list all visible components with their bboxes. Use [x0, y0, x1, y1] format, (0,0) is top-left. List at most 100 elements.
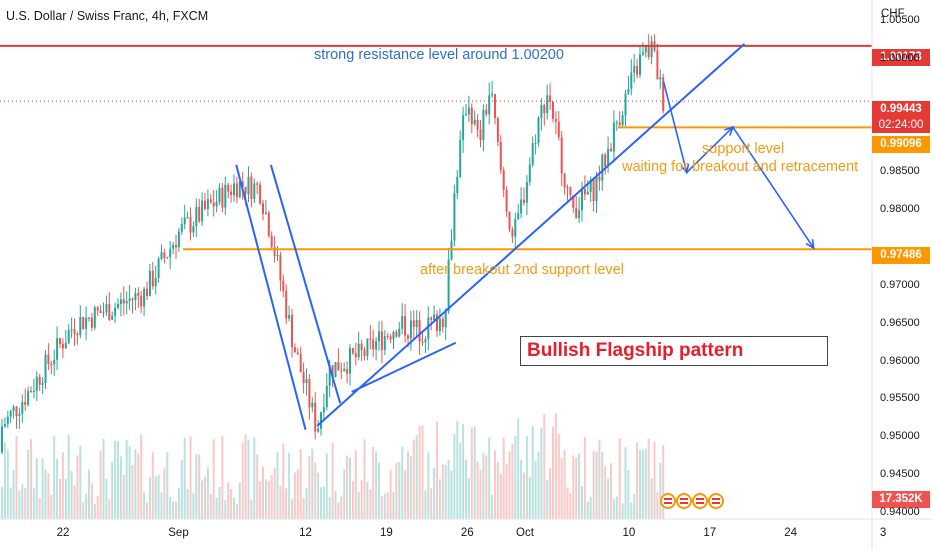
candle-body — [221, 187, 224, 208]
candlesticks — [1, 34, 665, 454]
candle-body — [586, 191, 589, 195]
candle-body — [238, 181, 241, 198]
candle-body — [357, 343, 360, 358]
volume-bar — [59, 478, 61, 519]
candle-body — [215, 201, 218, 207]
volume-bar — [82, 502, 85, 519]
candle-body — [592, 179, 595, 202]
candle-body — [467, 107, 470, 115]
candle-body — [12, 406, 15, 411]
candle-body — [421, 341, 424, 343]
volume-bar — [305, 487, 308, 519]
volume-bar — [467, 478, 470, 519]
volume-bar — [325, 453, 328, 519]
flag-pole-line — [269, 164, 342, 404]
volume-bar — [369, 489, 372, 519]
candle-body — [615, 122, 618, 124]
candle-body — [465, 114, 467, 116]
volume-bar — [24, 487, 27, 519]
candle-body — [244, 186, 247, 195]
resistance-annotation: strong resistance level around 1.00200 — [310, 47, 568, 63]
candle-body — [523, 199, 525, 203]
volume-bar — [125, 439, 128, 519]
candle-body — [412, 320, 415, 328]
volume-bar — [514, 435, 517, 519]
volume-bar — [270, 475, 273, 519]
volume-bar — [598, 439, 601, 519]
candle-body — [569, 187, 572, 196]
candle-body — [520, 199, 523, 214]
us-flag-icon[interactable] — [692, 493, 708, 509]
volume-bar — [50, 494, 53, 519]
volume-bar — [552, 426, 554, 519]
volume-bar — [134, 449, 137, 519]
candle-body — [320, 412, 322, 429]
candle-body — [583, 188, 586, 195]
us-flag-icon[interactable] — [708, 493, 724, 509]
candle-body — [378, 331, 380, 342]
candle-body — [334, 362, 337, 378]
candle-body — [224, 184, 227, 208]
candle-body — [560, 137, 563, 174]
candle-body — [659, 77, 662, 80]
volume-bar — [644, 448, 647, 519]
volume-bar — [9, 487, 12, 519]
volume-bar — [392, 491, 395, 519]
candle-body — [137, 293, 140, 296]
volume-bar — [662, 444, 665, 519]
volume-bar — [299, 448, 302, 519]
candle-body — [575, 207, 578, 219]
y-tick-label: 0.94500 — [880, 468, 920, 481]
candle-body — [351, 347, 354, 354]
volume-bar — [502, 437, 505, 519]
volume-bar — [140, 434, 143, 519]
candle-body — [67, 330, 70, 343]
candle-body — [482, 109, 485, 140]
candle-body — [293, 347, 296, 353]
volume-bar — [148, 476, 151, 519]
volume-bar — [241, 442, 244, 519]
resistance-price-tag: 1.00173 — [872, 49, 930, 66]
candle-body — [491, 94, 494, 96]
volume-bar — [215, 497, 218, 519]
candle-body — [540, 104, 543, 118]
candle-body — [389, 336, 392, 340]
candle-body — [166, 257, 169, 259]
volume-bar — [488, 437, 491, 519]
volume-bar — [18, 490, 21, 519]
us-flag-icon[interactable] — [660, 493, 676, 509]
candle-body — [151, 270, 154, 287]
us-flag-icon[interactable] — [676, 493, 692, 509]
level-lines — [0, 44, 872, 251]
volume-bar — [204, 476, 206, 519]
volume-bar — [276, 452, 279, 519]
candle-body — [44, 354, 47, 383]
volume-bar — [337, 502, 340, 519]
volume-bar — [653, 441, 656, 519]
candle-body — [148, 270, 151, 296]
candle-body — [264, 212, 267, 214]
candle-body — [494, 94, 496, 119]
volume-bar — [528, 476, 531, 519]
drawings — [235, 43, 815, 430]
candle-body — [479, 129, 482, 140]
volume-bar — [64, 478, 67, 519]
candle-body — [375, 341, 378, 350]
volume-bar — [462, 424, 465, 519]
volume-bar — [61, 452, 64, 519]
candle-body — [340, 370, 343, 372]
volume-bar — [128, 445, 131, 519]
candle-body — [85, 317, 88, 329]
volume-bar — [581, 486, 583, 519]
candle-body — [27, 390, 30, 405]
candle-body — [18, 413, 21, 416]
chart-title: U.S. Dollar / Swiss Franc, 4h, FXCM — [6, 9, 209, 23]
candle-body — [15, 406, 18, 416]
volume-bar — [554, 413, 557, 519]
volume-bar — [395, 462, 398, 519]
candle-body — [566, 187, 569, 189]
volume-bar — [421, 425, 424, 519]
volume-bar — [218, 486, 221, 519]
